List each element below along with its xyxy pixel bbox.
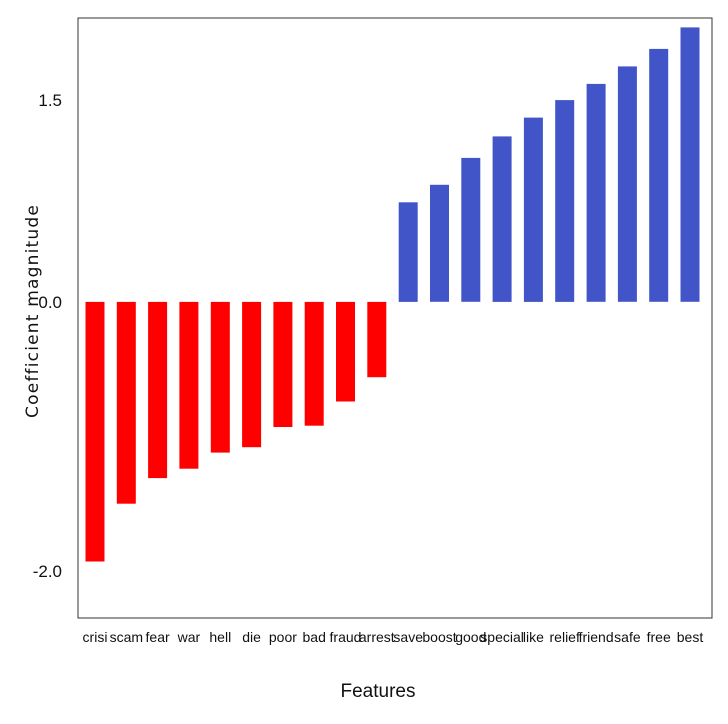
x-tick-label-crisi: crisi [83, 629, 108, 645]
bar-war [179, 301, 199, 469]
x-tick-label-special: special [480, 629, 524, 645]
x-tick-label-bad: bad [303, 629, 326, 645]
x-tick-label-best: best [677, 629, 704, 645]
x-tick-label-save: save [393, 629, 423, 645]
bar-relief [555, 100, 575, 302]
x-tick-label-war: war [177, 629, 201, 645]
x-tick-label-scam: scam [110, 629, 143, 645]
bar-die [242, 301, 262, 448]
x-tick-label-hell: hell [209, 629, 231, 645]
x-tick-label-fraud: fraud [330, 629, 362, 645]
y-tick-label: -2.0 [33, 562, 62, 581]
plot-frame [77, 17, 713, 619]
bar-boost [430, 184, 449, 302]
x-tick-label-free: free [647, 629, 671, 645]
bar-poor [273, 301, 293, 427]
bar-best [680, 27, 700, 302]
x-tick-label-like: like [523, 629, 544, 645]
x-tick-label-safe: safe [614, 629, 641, 645]
x-tick-label-boost: boost [422, 629, 456, 645]
x-tick-label-arrest: arrest [359, 629, 395, 645]
bar-crisi [85, 301, 105, 562]
bar-fraud [336, 301, 355, 402]
bar-special [492, 136, 512, 302]
bar-hell [210, 301, 230, 453]
bar-fear [148, 301, 168, 479]
x-tick-label-relief: relief [550, 629, 580, 645]
bars-group [85, 27, 700, 562]
x-tick-label-friend: friend [579, 629, 614, 645]
y-tick-label: 0.0 [38, 293, 62, 312]
y-axis-title: Coefficient magnitude [23, 204, 43, 418]
bar-save [398, 202, 418, 302]
y-ticks-group: 1.5 0.0 -2.0 [33, 91, 62, 581]
x-tick-label-good: good [455, 629, 486, 645]
y-tick-label: 1.5 [38, 91, 62, 110]
x-tick-label-die: die [242, 629, 261, 645]
x-axis-title: Features [341, 681, 416, 702]
bar-like [523, 117, 543, 302]
bar-bad [304, 301, 324, 426]
bar-good [461, 157, 481, 302]
x-tick-label-fear: fear [146, 629, 170, 645]
x-tick-label-poor: poor [269, 629, 297, 645]
bar-scam [116, 301, 136, 504]
bar-safe [617, 66, 637, 302]
bar-friend [586, 83, 606, 302]
bar-arrest [367, 301, 387, 378]
x-category-labels-group: crisi scam fear war hell die poor bad fraudarres… [83, 629, 704, 645]
bar-free [649, 48, 669, 302]
